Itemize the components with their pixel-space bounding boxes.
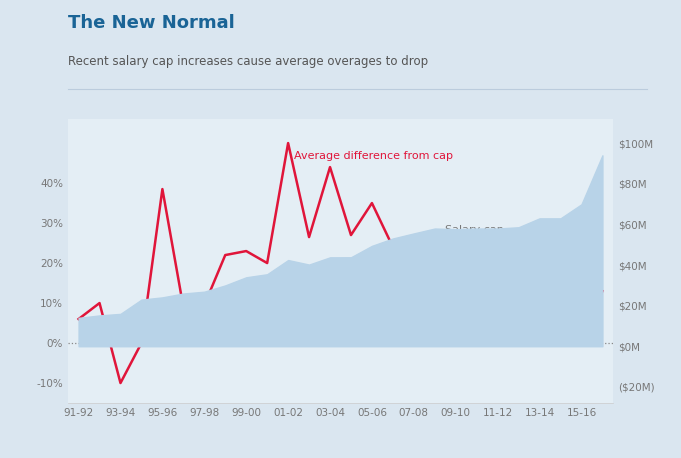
Text: Recent salary cap increases cause average overages to drop: Recent salary cap increases cause averag… [68,55,428,68]
Text: Average difference from cap: Average difference from cap [294,151,454,161]
Text: Salary cap: Salary cap [445,225,504,235]
Text: The New Normal: The New Normal [68,14,235,32]
